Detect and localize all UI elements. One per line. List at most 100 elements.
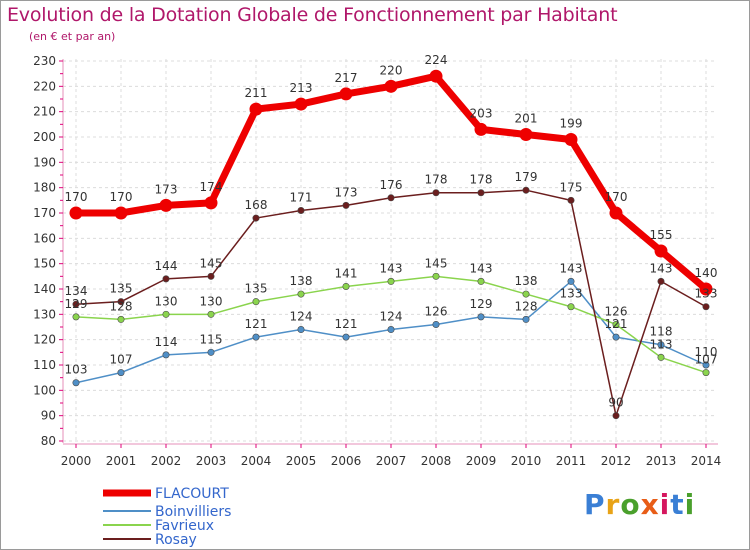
data-point (564, 133, 578, 147)
data-label: 118 (650, 325, 673, 339)
data-label: 121 (335, 317, 358, 331)
data-point (522, 186, 530, 194)
proxiti-logo: Proxiti (584, 488, 695, 521)
grid (63, 59, 716, 443)
data-label: 113 (650, 337, 673, 351)
legend-label: Favrieux (155, 518, 214, 534)
data-point (342, 333, 350, 341)
data-point (567, 277, 575, 285)
x-tick-label: 2009 (466, 454, 497, 468)
series-flacourt (69, 69, 713, 296)
data-label: 129 (470, 297, 493, 311)
data-label: 145 (200, 256, 223, 270)
x-tick-label: 2008 (421, 454, 452, 468)
data-point (702, 361, 710, 369)
legend-label: Rosay (155, 532, 197, 548)
data-point (702, 369, 710, 377)
data-point (657, 353, 665, 361)
data-label: 145 (425, 256, 448, 270)
data-point (252, 298, 260, 306)
data-label: 176 (380, 178, 403, 192)
logo-letter: P (584, 488, 606, 521)
data-label: 170 (110, 190, 133, 204)
logo-letter: t (670, 488, 685, 521)
data-point (474, 122, 488, 136)
data-point (207, 348, 215, 356)
data-label: 126 (425, 304, 448, 318)
data-label: 173 (335, 185, 358, 199)
data-point (162, 310, 170, 318)
logo-letter: o (620, 488, 641, 521)
y-tick-label: 120 (33, 333, 56, 347)
series-favrieux (72, 272, 710, 377)
data-point (432, 272, 440, 280)
y-tick-label: 160 (33, 231, 56, 245)
data-point (117, 298, 125, 306)
data-label: 135 (245, 282, 268, 296)
data-label: 144 (155, 259, 178, 273)
data-point (207, 272, 215, 280)
series-rosay (72, 186, 710, 420)
data-label: 138 (515, 274, 538, 288)
chart-title: Evolution de la Dotation Globale de Fonc… (7, 4, 618, 26)
data-point (207, 310, 215, 318)
data-point (69, 206, 83, 220)
data-point (342, 201, 350, 209)
y-tick-label: 140 (33, 282, 56, 296)
x-tick-label: 2003 (196, 454, 227, 468)
x-tick-label: 2006 (331, 454, 362, 468)
y-tick-label: 90 (41, 409, 56, 423)
data-point (72, 300, 80, 308)
data-point (162, 275, 170, 283)
data-point (252, 214, 260, 222)
data-point (117, 315, 125, 323)
data-label: 126 (605, 304, 628, 318)
data-label: 179 (515, 170, 538, 184)
data-label: 143 (560, 261, 583, 275)
data-point (387, 326, 395, 334)
logo-letter: r (605, 488, 621, 521)
data-label: 174 (200, 180, 223, 194)
legend-label: FLACOURT (155, 486, 229, 502)
data-label: 121 (245, 317, 268, 331)
data-point (612, 320, 620, 328)
data-label: 138 (290, 274, 313, 288)
data-point (612, 412, 620, 420)
data-label: 170 (65, 190, 88, 204)
y-tick-labels: 80 90 100 110 120 130 140 150 160 170 180 190 200 210… (33, 54, 63, 448)
y-tick-label: 210 (33, 105, 56, 119)
x-tick-label: 2001 (106, 454, 137, 468)
y-tick-label: 200 (33, 130, 56, 144)
data-label: 211 (245, 86, 268, 100)
data-label: 133 (695, 287, 718, 301)
legend-label: Boinvilliers (155, 504, 231, 520)
data-point (162, 351, 170, 359)
data-label: 143 (470, 261, 493, 275)
y-tick-label: 110 (33, 358, 56, 372)
x-tick-label: 2000 (61, 454, 92, 468)
x-tick-label: 2007 (376, 454, 407, 468)
data-point (657, 341, 665, 349)
data-point (342, 282, 350, 290)
data-point (114, 206, 128, 220)
y-tick-label: 230 (33, 54, 56, 68)
x-tick-labels: 2000 2001 2002 2003 2004 2005 2006 2007 2008 2009… (61, 444, 721, 468)
data-point (72, 313, 80, 321)
x-tick-label: 2010 (511, 454, 542, 468)
data-label: 130 (200, 294, 223, 308)
data-label: 155 (650, 228, 673, 242)
data-label: 114 (155, 335, 178, 349)
data-label: 213 (290, 81, 313, 95)
data-point (519, 127, 533, 141)
data-label: 175 (560, 180, 583, 194)
y-tick-label: 190 (33, 155, 56, 169)
data-point (477, 277, 485, 285)
x-tick-label: 2012 (601, 454, 632, 468)
data-label: 217 (335, 71, 358, 85)
data-point (384, 79, 398, 93)
data-labels-flacourt: 170 170 173 174 211 213 217 220 224 203 201 199 170 1… (65, 53, 718, 280)
data-point (612, 333, 620, 341)
data-point (477, 313, 485, 321)
data-label: 107 (695, 353, 718, 367)
